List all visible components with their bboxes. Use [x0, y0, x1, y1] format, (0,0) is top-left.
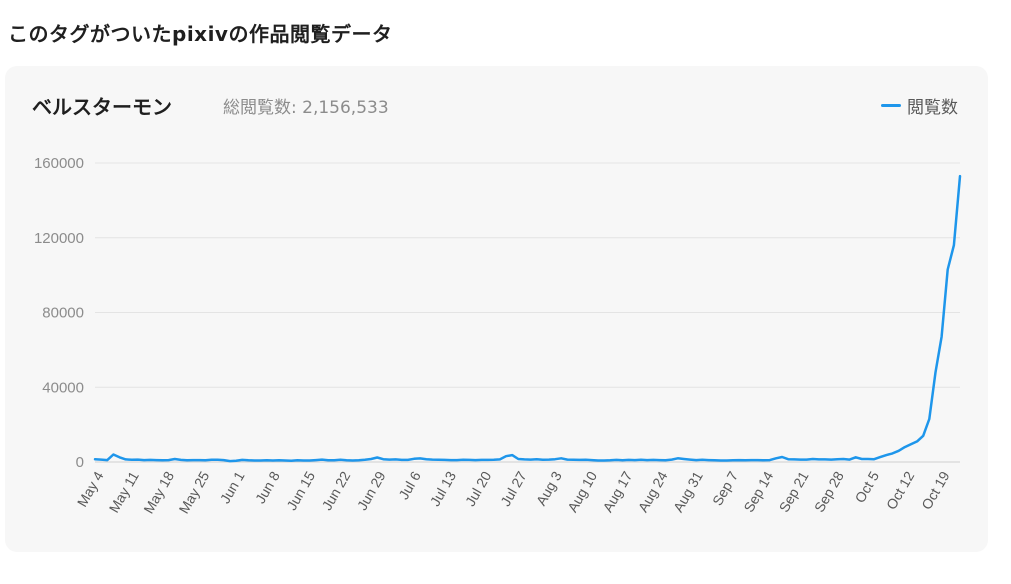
x-tick-label: May 18	[140, 468, 177, 516]
x-tick-label: Jun 1	[217, 468, 248, 506]
y-tick-label: 160000	[34, 155, 84, 172]
chart-legend[interactable]: 閲覧数	[881, 93, 958, 118]
x-tick-label: Sep 7	[709, 468, 741, 508]
chart-card: ベルスターモン 総閲覧数: 2,156,533 閲覧数	[5, 66, 988, 552]
x-tick-label: Oct 19	[918, 468, 953, 512]
chart-title: ベルスターモン	[32, 95, 172, 119]
x-tick-label: Jul 13	[427, 468, 460, 509]
x-tick-label: Aug 24	[635, 468, 671, 515]
x-tick-label: May 4	[74, 468, 107, 509]
x-tick-label: Jun 8	[252, 468, 283, 506]
x-tick-label: Aug 31	[670, 468, 706, 515]
x-tick-label: Aug 10	[564, 468, 600, 515]
x-tick-label: May 11	[106, 468, 142, 515]
legend-label: 閲覧数	[907, 98, 958, 118]
x-tick-label: Aug 17	[599, 468, 635, 515]
y-tick-label: 120000	[34, 230, 84, 247]
y-tick-label: 40000	[42, 379, 84, 396]
x-tick-label: Jun 29	[354, 468, 389, 513]
page-heading: このタグがついたpixivの作品閲覧データ	[8, 22, 393, 46]
series-line-views	[93, 174, 962, 463]
x-tick-label: Oct 12	[883, 468, 918, 512]
x-tick-label: Sep 14	[740, 468, 776, 515]
y-tick-label: 0	[76, 454, 84, 471]
x-tick-label: Sep 21	[776, 468, 812, 515]
x-tick-label: Sep 28	[811, 468, 847, 515]
legend-line-swatch	[881, 104, 901, 107]
x-tick-label: Aug 3	[533, 468, 565, 508]
total-views: 総閲覧数: 2,156,533	[223, 98, 389, 118]
x-tick-label: May 25	[176, 468, 213, 516]
x-tick-label: Jun 22	[318, 468, 353, 513]
x-tick-label: Jun 15	[283, 468, 318, 513]
y-tick-label: 80000	[42, 305, 84, 322]
x-tick-label: Jul 6	[395, 468, 424, 502]
x-tick-label: Jul 27	[497, 468, 530, 509]
x-tick-label: Jul 20	[462, 468, 495, 509]
x-tick-label: Oct 5	[852, 468, 883, 505]
